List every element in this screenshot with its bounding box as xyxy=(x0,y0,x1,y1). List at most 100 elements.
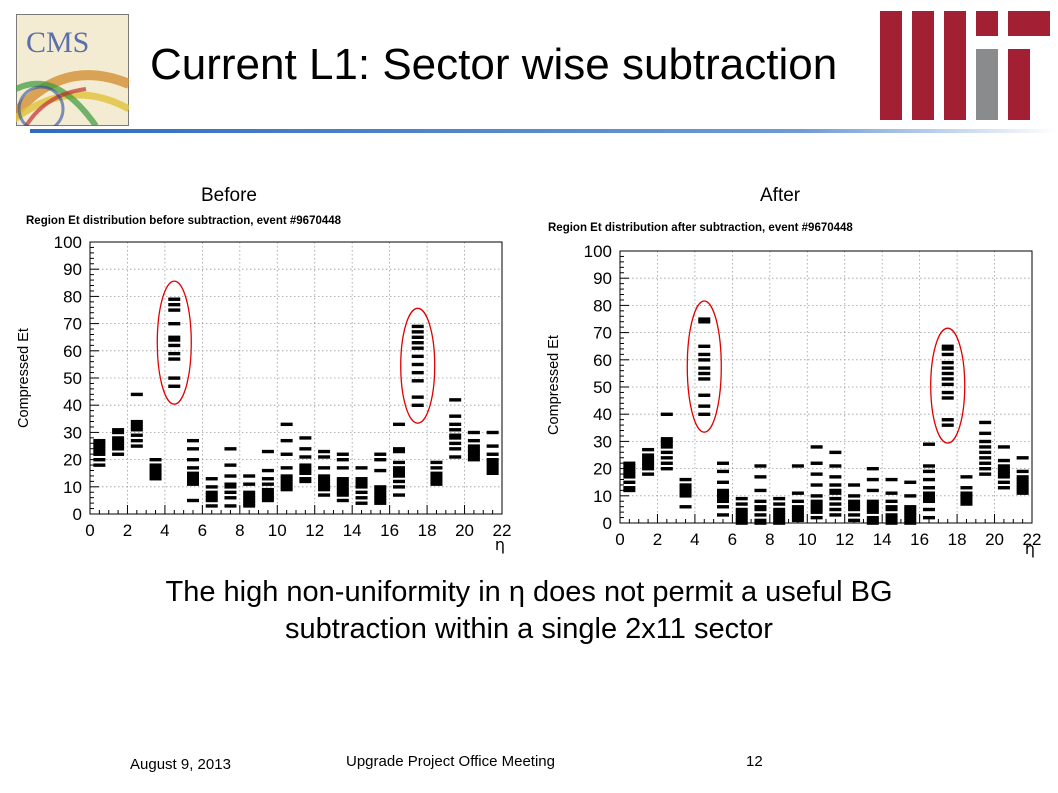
data-point xyxy=(430,477,443,481)
data-point xyxy=(923,515,935,520)
data-point xyxy=(660,439,673,444)
data-point xyxy=(698,320,711,324)
data-point xyxy=(261,493,274,497)
data-point xyxy=(411,354,424,359)
data-point xyxy=(941,347,954,351)
data-point xyxy=(885,518,898,523)
data-point xyxy=(243,490,256,495)
data-point xyxy=(112,436,125,440)
data-point xyxy=(923,494,935,498)
data-point xyxy=(430,471,443,475)
data-point xyxy=(829,488,842,493)
data-point xyxy=(773,518,786,523)
data-point xyxy=(642,464,655,468)
data-point xyxy=(130,444,143,448)
data-point xyxy=(810,507,823,512)
chart-title: Region Et distribution before subtractio… xyxy=(26,215,342,227)
data-point xyxy=(941,352,954,357)
data-point xyxy=(623,461,636,465)
data-point xyxy=(735,502,748,506)
data-point xyxy=(411,403,424,407)
data-point xyxy=(791,515,804,520)
data-point xyxy=(467,452,480,456)
data-point xyxy=(773,502,786,506)
data-point xyxy=(187,479,199,484)
data-point xyxy=(168,384,181,388)
data-point xyxy=(243,496,256,500)
data-point xyxy=(923,486,935,490)
data-point xyxy=(829,450,842,455)
data-point xyxy=(848,505,861,509)
data-point xyxy=(810,499,823,504)
data-point xyxy=(224,485,237,489)
data-point xyxy=(810,472,823,476)
data-point xyxy=(187,482,199,486)
data-point xyxy=(810,461,823,465)
data-point xyxy=(149,468,162,473)
data-point xyxy=(941,344,954,348)
data-point xyxy=(486,466,499,470)
before-scatter-plot: Region Et distribution before subtractio… xyxy=(16,215,511,554)
data-point xyxy=(754,518,767,523)
footer-meeting: Upgrade Project Office Meeting xyxy=(346,753,555,770)
data-point xyxy=(280,438,293,443)
data-point xyxy=(411,362,424,367)
data-point xyxy=(168,322,181,326)
data-point xyxy=(224,463,237,467)
data-point xyxy=(735,513,748,517)
data-point xyxy=(130,392,143,397)
data-point xyxy=(168,376,181,380)
data-point xyxy=(280,452,293,456)
data-point xyxy=(754,488,767,493)
data-point xyxy=(243,482,256,486)
data-point xyxy=(885,477,898,482)
data-point xyxy=(660,442,673,446)
data-point xyxy=(866,499,879,504)
data-point xyxy=(1016,480,1029,484)
data-point xyxy=(336,466,349,470)
x-tick-label: 4 xyxy=(690,530,699,549)
data-point xyxy=(679,483,692,487)
data-point xyxy=(997,486,1010,490)
data-point xyxy=(735,515,748,520)
data-point xyxy=(411,370,424,375)
data-point xyxy=(449,441,462,446)
data-point xyxy=(112,428,125,432)
data-point xyxy=(449,455,462,459)
data-point xyxy=(355,501,368,505)
data-point xyxy=(299,466,312,470)
data-point xyxy=(754,513,767,517)
data-point xyxy=(979,420,992,425)
data-point xyxy=(773,496,786,501)
chart-title: Region Et distribution after subtraction… xyxy=(548,222,853,234)
data-point xyxy=(1016,483,1029,487)
y-tick-label: 50 xyxy=(63,369,82,388)
data-point xyxy=(336,477,349,481)
footer-page-number: 12 xyxy=(746,753,763,770)
data-point xyxy=(885,507,898,512)
data-point xyxy=(336,452,349,456)
data-point xyxy=(467,447,480,451)
data-point xyxy=(904,494,917,498)
data-point xyxy=(904,505,917,509)
data-point xyxy=(885,505,898,509)
data-point xyxy=(93,447,106,451)
data-point xyxy=(336,479,349,484)
data-point xyxy=(467,458,480,462)
data-point xyxy=(205,498,218,503)
data-point xyxy=(374,501,387,505)
data-point xyxy=(866,510,879,514)
x-tick-label: 20 xyxy=(455,521,474,540)
x-tick-label: 14 xyxy=(343,521,362,540)
data-point xyxy=(280,487,293,492)
data-point xyxy=(717,488,729,493)
data-point xyxy=(430,466,443,470)
data-point xyxy=(979,472,992,476)
body-text: The high non-uniformity in η does not pe… xyxy=(20,574,1038,648)
data-point xyxy=(467,430,480,435)
data-point xyxy=(430,460,443,465)
data-point xyxy=(318,449,331,454)
data-point xyxy=(848,502,861,506)
data-point xyxy=(754,475,767,479)
data-point xyxy=(904,507,917,512)
